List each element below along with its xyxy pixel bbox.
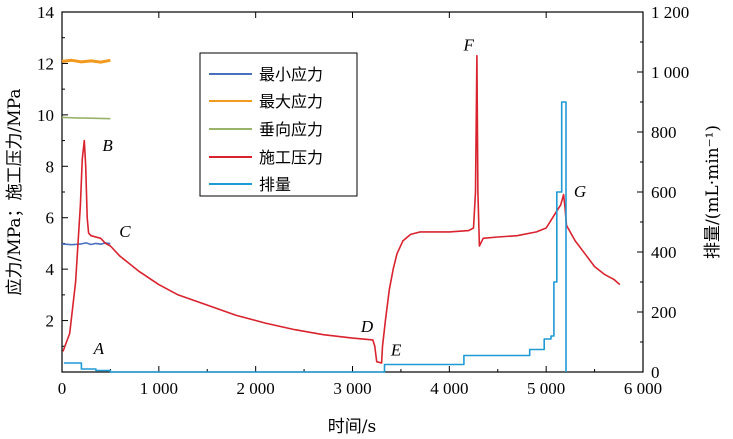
- y-right-tick-label: 1 200: [651, 3, 689, 22]
- legend-label-min-stress: 最小应力: [259, 65, 323, 84]
- x-tick-label: 2 000: [237, 379, 275, 398]
- legend-item-min-stress: 最小应力: [209, 65, 323, 84]
- y-left-tick-label: 2: [46, 312, 55, 331]
- legend: 最小应力 最大应力 垂向应力 施工压力 排量: [199, 52, 358, 197]
- y-right-tick-label: 600: [651, 183, 677, 202]
- x-tick-label: 6 000: [624, 379, 662, 398]
- series-line-rate: [63, 101, 567, 373]
- x-tick-label: 4 000: [430, 379, 468, 398]
- y-left-tick-label: 10: [37, 106, 54, 125]
- y-right-tick-label: 200: [651, 303, 677, 322]
- series-line-vertical-stress: [61, 116, 111, 120]
- y-right-tick-label: 1 000: [651, 63, 689, 82]
- legend-label-max-stress: 最大应力: [259, 92, 323, 111]
- y-right-tick-label: 400: [651, 243, 677, 262]
- y-left-tick-label: 6: [46, 209, 55, 228]
- axes-layer: 0 1 000 2 000 3 000 4 000 5 000 6 000 2 4 6 8 10 12 1…: [37, 3, 689, 398]
- x-tick-label: 0: [58, 379, 67, 398]
- y-left-tick-label: 8: [46, 157, 55, 176]
- y-axis-left-title: 应力/MPa；施工压力/MPa: [5, 89, 25, 296]
- series-line-max-stress: [61, 58, 111, 64]
- annotation-b: B: [102, 136, 113, 155]
- y-right-tick-label: 0: [651, 363, 660, 382]
- annotation-d: D: [360, 317, 374, 336]
- y-axis-right-title: 排量/(mL·min⁻¹): [703, 125, 723, 259]
- legend-item-vertical-stress: 垂向应力: [209, 120, 323, 139]
- y-left-tick-label: 4: [46, 260, 55, 279]
- annotation-layer: A B C DE F G: [93, 36, 587, 360]
- legend-box: [199, 52, 358, 197]
- y-right-tick-label: 800: [651, 123, 677, 142]
- x-tick-label: 5 000: [527, 379, 565, 398]
- annotation-a: A: [93, 339, 105, 358]
- legend-item-treating-pressure: 施工压力: [209, 148, 323, 167]
- annotation-c: C: [119, 222, 131, 241]
- annotation-e: E: [390, 340, 402, 359]
- legend-label-rate: 排量: [259, 175, 291, 194]
- legend-label-treating-pressure: 施工压力: [259, 148, 323, 167]
- y-left-tick-label: 14: [37, 3, 55, 22]
- legend-item-max-stress: 最大应力: [209, 92, 323, 111]
- series-layer: [61, 54, 621, 373]
- annotation-f: F: [463, 36, 475, 55]
- x-tick-label: 3 000: [333, 379, 371, 398]
- x-axis-title: 时间/s: [328, 417, 376, 437]
- x-tick-label: 1 000: [140, 379, 178, 398]
- series-line-min-stress: [61, 242, 111, 246]
- legend-label-vertical-stress: 垂向应力: [259, 120, 323, 139]
- annotation-g: G: [574, 182, 586, 201]
- y-left-tick-label: 12: [37, 54, 54, 73]
- legend-item-rate: 排量: [209, 175, 291, 194]
